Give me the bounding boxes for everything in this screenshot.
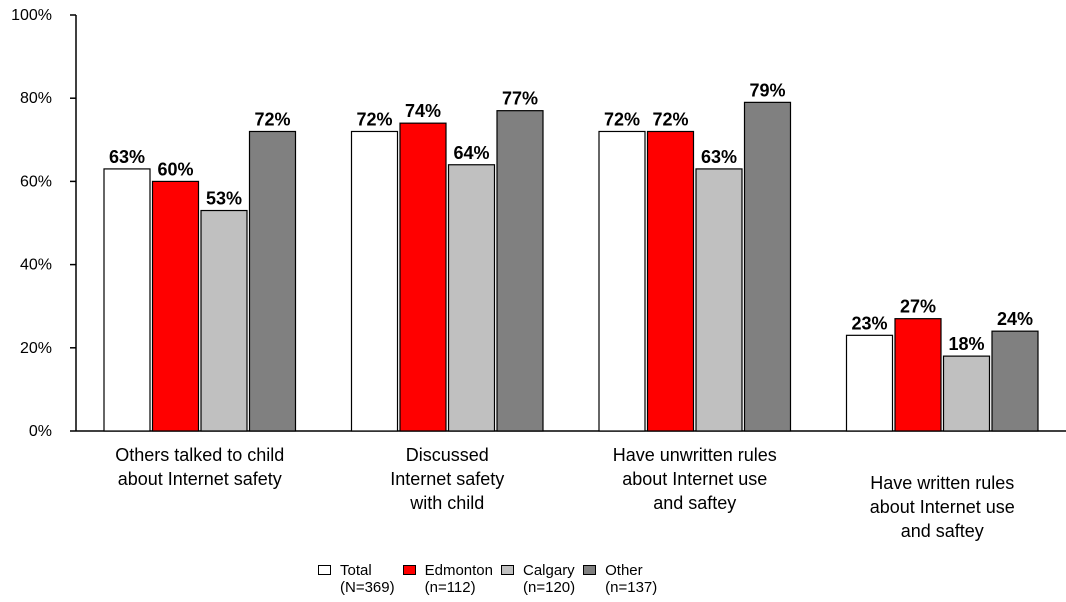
legend-sample-other: (n=137) xyxy=(605,579,658,596)
legend-sample-edmonton: (n=112) xyxy=(424,579,476,596)
data-label: 72% xyxy=(652,109,688,129)
bar xyxy=(646,130,695,432)
legend-label-total: Total xyxy=(340,562,372,579)
bar xyxy=(151,180,200,432)
data-label: 24% xyxy=(997,309,1033,329)
legend-label-other: Other xyxy=(605,562,643,579)
bar xyxy=(845,334,894,432)
x-category-label: Discussed xyxy=(406,445,489,465)
data-label: 77% xyxy=(502,89,538,109)
bar xyxy=(447,164,496,432)
data-label: 27% xyxy=(900,297,936,317)
bar xyxy=(894,318,942,432)
x-category-label: with child xyxy=(409,493,484,513)
data-label: 74% xyxy=(405,101,441,121)
bar xyxy=(399,122,447,432)
legend-label-calgary: Calgary xyxy=(523,562,575,579)
data-label: 72% xyxy=(254,109,290,129)
bar xyxy=(103,168,151,432)
x-category-label: Others talked to child xyxy=(115,445,284,465)
x-category-label: about Internet safety xyxy=(118,469,282,489)
data-label: 72% xyxy=(604,109,640,129)
legend-item-edmonton: Edmonton (n=112) xyxy=(402,562,493,596)
bar xyxy=(991,330,1039,432)
legend-item-total: Total (N=369) xyxy=(318,562,395,596)
y-tick-label: 60% xyxy=(20,173,52,190)
data-label: 79% xyxy=(749,80,785,100)
data-label: 72% xyxy=(356,109,392,129)
legend-label-edmonton: Edmonton xyxy=(424,562,493,579)
y-tick-label: 80% xyxy=(20,90,52,107)
data-label: 53% xyxy=(206,189,242,209)
bar-chart: 0% 20% 40% 60% 80% 100% 63% 60% 53% 72% Others tal… xyxy=(11,7,1066,541)
data-label: 23% xyxy=(851,313,887,333)
x-category-label: Have written rules xyxy=(870,473,1014,493)
legend-sample-total: (N=369) xyxy=(340,579,395,596)
data-label: 64% xyxy=(453,143,489,163)
x-category-label: and saftey xyxy=(653,493,736,513)
y-tick-label: 0% xyxy=(29,423,52,440)
bar xyxy=(248,130,297,432)
x-category-label: Internet safety xyxy=(390,469,504,489)
bar xyxy=(200,209,248,432)
bar xyxy=(496,110,544,432)
y-tick-label: 40% xyxy=(20,257,52,274)
bar xyxy=(695,168,743,432)
legend-swatch-calgary xyxy=(501,565,514,575)
bar xyxy=(942,355,991,432)
x-category-label: about Internet use xyxy=(622,469,767,489)
bar xyxy=(350,130,399,432)
data-label: 63% xyxy=(701,147,737,167)
data-label: 18% xyxy=(948,334,984,354)
legend-swatch-other xyxy=(583,565,597,575)
legend-swatch-total xyxy=(318,565,331,575)
data-label: 60% xyxy=(157,159,193,179)
legend-item-calgary: Calgary (n=120) xyxy=(501,562,575,596)
x-category-label: Have unwritten rules xyxy=(613,445,777,465)
legend-item-other: Other (n=137) xyxy=(583,562,657,596)
x-category-label: about Internet use xyxy=(870,497,1015,517)
legend-sample-calgary: (n=120) xyxy=(523,579,576,596)
legend: Total (N=369) Edmonton (n=112) Calgary (… xyxy=(318,562,665,596)
data-label: 63% xyxy=(109,147,145,167)
y-tick-label: 100% xyxy=(11,7,52,24)
legend-swatch-edmonton xyxy=(402,565,416,575)
x-category-label: and saftey xyxy=(901,521,984,541)
bar xyxy=(598,130,646,432)
bar xyxy=(743,101,792,432)
y-tick-label: 20% xyxy=(20,340,52,357)
